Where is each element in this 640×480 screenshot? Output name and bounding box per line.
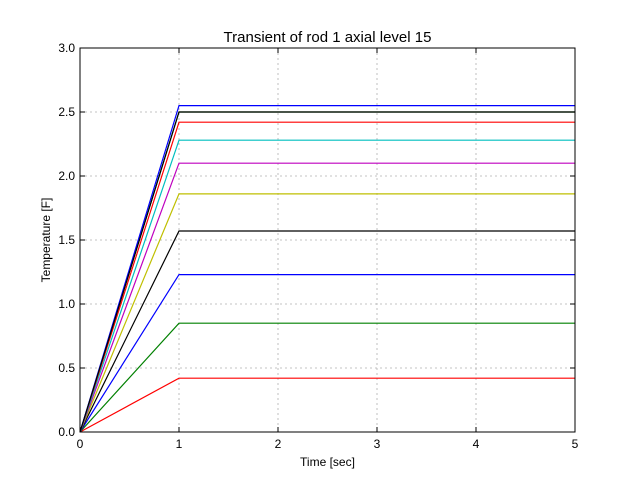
axis-ticks: 0 1 2 3 4 5 0.0 0.5 1.0 1.5 2.0 2.5 3.0 [58,41,578,451]
x-axis-label: Time [sec] [300,455,355,469]
y-tick-label: 2.5 [58,105,75,119]
y-tick-label: 3.0 [58,41,75,55]
x-tick-label: 5 [572,437,579,451]
series-line-5 [79,193,575,433]
series-line-11 [79,111,575,433]
y-tick-label: 0.5 [58,361,75,375]
series-line-4 [79,230,575,433]
x-tick-label: 2 [275,437,282,451]
x-tick-label: 3 [374,437,381,451]
y-axis-label: Temperature [F] [39,198,53,283]
y-tick-label: 0.0 [58,425,75,439]
y-tick-label: 1.5 [58,233,75,247]
x-tick-label: 0 [77,437,84,451]
series-line-3 [79,274,575,433]
series-lines [79,104,575,433]
series-line-2 [79,322,575,433]
series-line-8 [79,121,575,433]
y-tick-label: 2.0 [58,169,75,183]
x-tick-label: 4 [473,437,480,451]
series-line-10 [79,104,575,433]
series-line-1 [79,377,575,433]
series-line-7 [79,139,575,433]
series-line-6 [79,162,575,433]
y-tick-label: 1.0 [58,297,75,311]
x-tick-label: 1 [176,437,183,451]
chart-title: Transient of rod 1 axial level 15 [224,29,432,46]
grid [80,48,575,432]
